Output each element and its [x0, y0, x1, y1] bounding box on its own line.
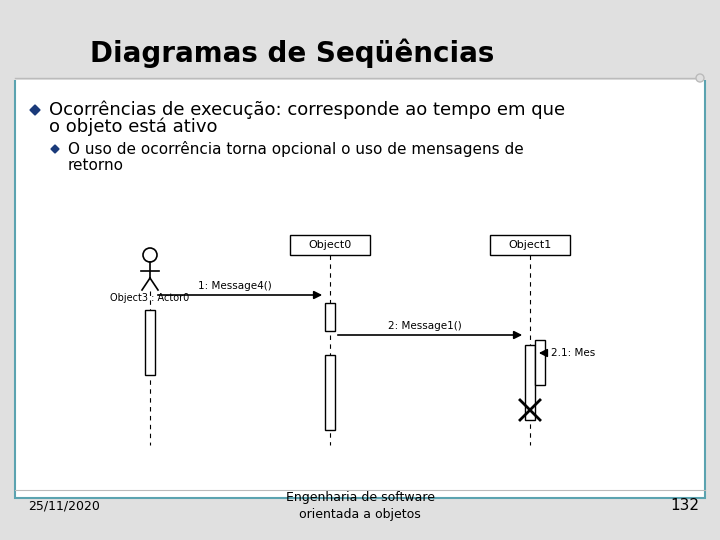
Bar	[15, 63, 705, 498]
Bar	[0, 0, 720, 80]
Bar	[290, 235, 370, 255]
Text: 132: 132	[670, 498, 700, 514]
Text: Diagramas de Seqüências: Diagramas de Seqüências	[90, 38, 495, 68]
Text: 1: Message4(): 1: Message4()	[198, 281, 272, 291]
Bar	[525, 345, 535, 420]
Text: Engenharia de software
orientada a objetos: Engenharia de software orientada a objet…	[286, 491, 434, 521]
Polygon shape	[30, 105, 40, 115]
Bar	[325, 303, 335, 331]
Text: Object1: Object1	[508, 240, 552, 250]
Bar	[490, 235, 570, 255]
Bar	[145, 310, 155, 375]
Text: 2: Message1(): 2: Message1()	[388, 321, 462, 331]
Text: retorno: retorno	[68, 158, 124, 172]
Bar	[325, 355, 335, 430]
Bar	[535, 340, 545, 385]
Text: Object0: Object0	[308, 240, 351, 250]
Text: 2.1: Mes: 2.1: Mes	[551, 348, 595, 358]
Circle shape	[696, 74, 704, 82]
Text: o objeto está ativo: o objeto está ativo	[49, 118, 217, 136]
Text: 25/11/2020: 25/11/2020	[28, 500, 100, 512]
Text: Ocorrências de execução: corresponde ao tempo em que: Ocorrências de execução: corresponde ao …	[49, 101, 565, 119]
Text: O uso de ocorrência torna opcional o uso de mensagens de: O uso de ocorrência torna opcional o uso…	[68, 141, 523, 157]
Polygon shape	[51, 145, 59, 153]
Text: Object3 : Actor0: Object3 : Actor0	[110, 293, 189, 303]
